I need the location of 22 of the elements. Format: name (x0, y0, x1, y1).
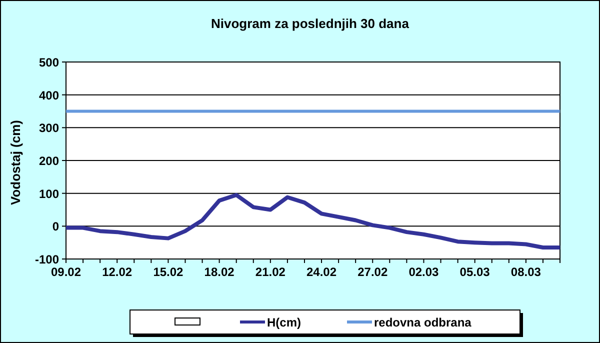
legend-label: H(cm) (267, 316, 302, 330)
x-tick-label: 27.02 (358, 265, 388, 279)
x-tick-label: 08.03 (510, 265, 542, 279)
line-series (64, 192, 562, 250)
x-tick-label: 12.02 (102, 265, 132, 279)
y-tick-label: 400 (38, 88, 60, 102)
x-tick-label: 21.02 (255, 265, 286, 279)
x-tick-label: 05.03 (460, 265, 490, 279)
x-tick-label: 24.02 (306, 265, 337, 279)
x-tick-label: 09.02 (50, 265, 82, 279)
y-tick-label: 300 (38, 121, 60, 136)
y-tick-label: 500 (38, 56, 60, 70)
y-tick-label: 100 (38, 186, 60, 201)
y-axis-title: Vodostaj (cm) (8, 120, 23, 205)
y-tick-label: -100 (34, 252, 60, 266)
x-tick-label: 15.02 (153, 265, 184, 279)
x-tick-label: 18.02 (204, 265, 235, 279)
chart-title: Nivogram za poslednjih 30 dana (211, 16, 410, 31)
y-tick-label: 200 (38, 154, 60, 168)
legend-label: redovna odbrana (374, 316, 472, 330)
y-tick-label: 0 (52, 220, 60, 234)
x-tick-label: 02.03 (408, 265, 440, 279)
